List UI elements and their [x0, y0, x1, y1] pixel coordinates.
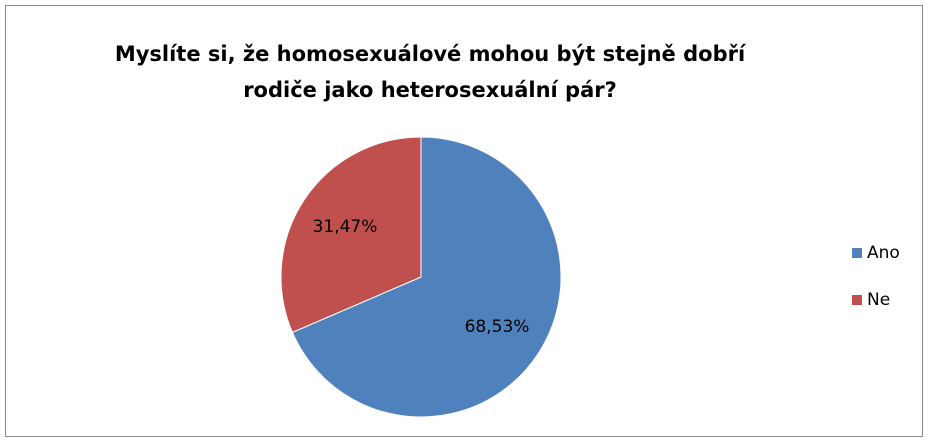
data-label: 31,47%	[313, 217, 378, 237]
data-label: 68,53%	[465, 317, 530, 337]
pie-slice	[291, 136, 562, 418]
chart-frame	[5, 5, 923, 437]
legend-label: Ano	[867, 243, 900, 263]
pie-slice	[280, 136, 422, 334]
legend-swatch	[852, 248, 862, 258]
chart-title: Myslíte si, že homosexuálové mohou být s…	[114, 42, 746, 102]
legend-label: Ne	[867, 290, 890, 310]
legend-swatch	[852, 295, 862, 305]
